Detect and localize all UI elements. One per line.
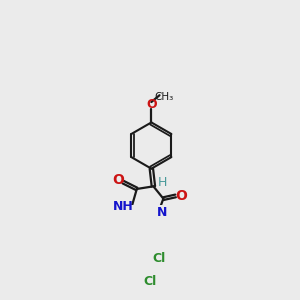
Text: O: O: [175, 189, 187, 203]
Text: H: H: [158, 176, 167, 189]
Text: Cl: Cl: [143, 275, 156, 289]
Text: O: O: [112, 173, 124, 187]
Text: N: N: [157, 206, 168, 219]
Text: CH₃: CH₃: [154, 92, 173, 102]
Text: NH: NH: [113, 200, 134, 213]
Text: Cl: Cl: [152, 252, 165, 265]
Text: O: O: [146, 98, 157, 111]
